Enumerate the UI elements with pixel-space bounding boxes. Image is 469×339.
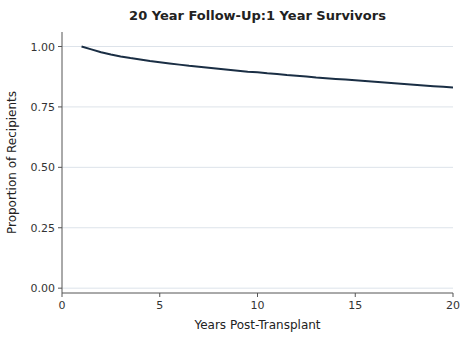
x-tick [355, 293, 356, 297]
survival-line [82, 47, 453, 88]
grid-line [62, 227, 453, 228]
x-tick [257, 293, 258, 297]
y-tick-label: 1.00 [31, 41, 56, 54]
y-tick [58, 106, 62, 107]
y-axis-line [62, 32, 63, 293]
y-tick-label: 0.50 [31, 161, 56, 174]
chart: 0 5 10 15 20 0.00 0.25 0.50 0.75 1.00 20 Year Foll… [0, 0, 469, 339]
y-tick-label: 0.25 [31, 222, 56, 235]
axes: 0 5 10 15 20 0.00 0.25 0.50 0.75 1.00 [31, 32, 461, 312]
x-tick [62, 293, 63, 297]
y-tick [58, 288, 62, 289]
x-axis-label: Years Post-Transplant [193, 318, 320, 332]
y-axis-label: Proportion of Recipients [5, 91, 19, 234]
grid [62, 47, 453, 289]
y-tick [58, 227, 62, 228]
x-tick-label: 0 [59, 299, 66, 312]
y-tick [58, 46, 62, 47]
x-tick [453, 293, 454, 297]
plot-area [82, 47, 453, 88]
chart-container: 0 5 10 15 20 0.00 0.25 0.50 0.75 1.00 20 Year Foll… [0, 0, 469, 339]
grid-line [62, 106, 453, 107]
y-tick-label: 0.00 [31, 282, 56, 295]
y-tick-label: 0.75 [31, 101, 56, 114]
grid-line [62, 46, 453, 47]
title: 20 Year Follow-Up:1 Year Survivors [129, 8, 386, 23]
x-tick [159, 293, 160, 297]
x-tick-label: 5 [156, 299, 163, 312]
y-tick [58, 167, 62, 168]
grid-line [62, 167, 453, 168]
grid-line [62, 288, 453, 289]
background [0, 0, 469, 339]
x-tick-label: 10 [251, 299, 265, 312]
x-tick-label: 15 [348, 299, 362, 312]
x-tick-label: 20 [446, 299, 460, 312]
